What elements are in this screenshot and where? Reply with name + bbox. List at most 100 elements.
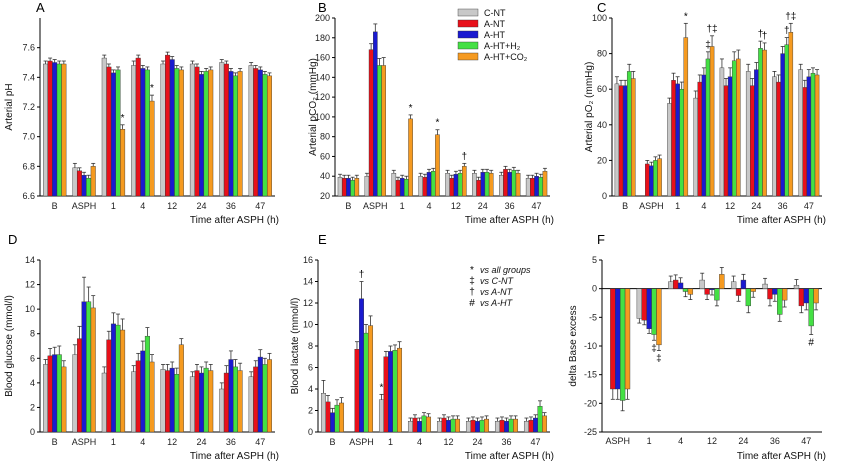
y-tick-label: 6 — [30, 353, 35, 363]
bar — [709, 288, 715, 291]
y-tick-label: 0 — [30, 427, 35, 437]
x-tick-label: ASPH — [605, 436, 630, 446]
y-tick-label: 8 — [308, 341, 313, 351]
bar — [782, 288, 788, 301]
bar — [426, 172, 432, 197]
bar — [542, 415, 548, 433]
bar — [701, 74, 707, 197]
bar — [465, 421, 471, 433]
y-tick-label: 60 — [597, 84, 607, 94]
bar — [144, 69, 150, 197]
y-tick-label: -5 — [589, 312, 597, 322]
significance-mark: † — [784, 26, 790, 37]
panel-label: A — [36, 0, 45, 15]
bar — [470, 419, 476, 433]
x-tick-label: 12 — [443, 437, 453, 447]
y-tick-label: 120 — [315, 92, 330, 102]
y-tick-label: 6 — [308, 363, 313, 373]
bar — [203, 71, 209, 197]
bar — [762, 49, 767, 197]
bar — [641, 288, 647, 321]
x-tick-label: 1 — [675, 201, 680, 211]
bar — [736, 58, 741, 197]
bar — [90, 307, 96, 433]
bar — [719, 67, 725, 197]
bar — [679, 88, 684, 197]
x-axis-label: Time after ASPH (h) — [190, 451, 279, 462]
bar — [350, 179, 355, 197]
bar — [189, 376, 195, 433]
panel-C: C 0 20 40 60 80 100 Arterial pO₂ (mmHg) B ASPH 1 4 1… — [584, 0, 826, 226]
bar — [754, 69, 759, 197]
y-tick-label: -10 — [584, 341, 597, 351]
bar — [149, 361, 155, 433]
bar — [120, 129, 126, 197]
bar — [346, 177, 351, 197]
bar — [525, 177, 531, 197]
bar — [426, 416, 432, 433]
bar — [683, 37, 689, 197]
bar — [417, 421, 422, 433]
bar — [610, 288, 616, 390]
bar — [174, 374, 180, 433]
bar — [120, 329, 126, 433]
bar — [72, 354, 78, 433]
x-tick-label: 4 — [140, 437, 145, 447]
bar — [90, 166, 96, 197]
bar — [480, 172, 486, 197]
bar — [262, 74, 268, 197]
significance-mark: ‡ — [656, 354, 662, 365]
bar — [436, 421, 442, 433]
x-tick-label: B — [52, 201, 58, 211]
bar — [219, 62, 225, 197]
bar — [523, 421, 529, 433]
bar — [43, 63, 49, 197]
significance-mark: * — [379, 382, 383, 393]
bar — [704, 288, 710, 295]
x-tick-label: 36 — [505, 201, 515, 211]
legend-label: A-HT — [484, 30, 505, 40]
bar — [169, 59, 175, 197]
bar — [418, 176, 423, 197]
bar — [499, 175, 504, 197]
y-tick-label: 4 — [308, 384, 313, 394]
x-tick-label: ASPH — [639, 201, 664, 211]
bar — [542, 171, 548, 197]
bar — [776, 81, 781, 197]
x-tick-label: 24 — [197, 201, 207, 211]
bar — [723, 85, 729, 197]
bar — [772, 76, 777, 197]
y-tick-label: 4 — [30, 378, 35, 388]
bar — [61, 63, 67, 197]
bar — [106, 66, 112, 197]
legend-swatch — [457, 41, 479, 50]
bar — [266, 359, 272, 433]
bar — [538, 177, 544, 197]
bar — [106, 339, 112, 433]
bar — [407, 421, 413, 433]
bar — [619, 288, 626, 401]
bar — [745, 71, 751, 197]
bar — [462, 166, 467, 197]
bar — [115, 69, 121, 197]
bar — [758, 48, 763, 197]
y-tick-label: 100 — [315, 112, 330, 122]
bar — [813, 288, 819, 304]
bar — [494, 421, 500, 433]
x-axis-label: Time after ASPH (h) — [737, 215, 826, 226]
y-tick-label: 80 — [320, 132, 330, 142]
bar — [359, 298, 364, 433]
x-tick-label: ASPH — [349, 437, 374, 447]
y-tick-label: 7.4 — [22, 72, 35, 82]
bar — [646, 288, 652, 329]
y-axis-label: Arterial pO₂ (mmHg) — [584, 62, 595, 153]
significance-mark: †‡ — [785, 11, 796, 22]
bar — [248, 65, 254, 197]
bar — [430, 171, 436, 197]
bar — [208, 69, 214, 197]
y-axis-label: delta Base excess — [568, 305, 579, 386]
legend-swatch — [457, 52, 479, 61]
bar — [740, 279, 747, 289]
bar — [767, 288, 773, 300]
